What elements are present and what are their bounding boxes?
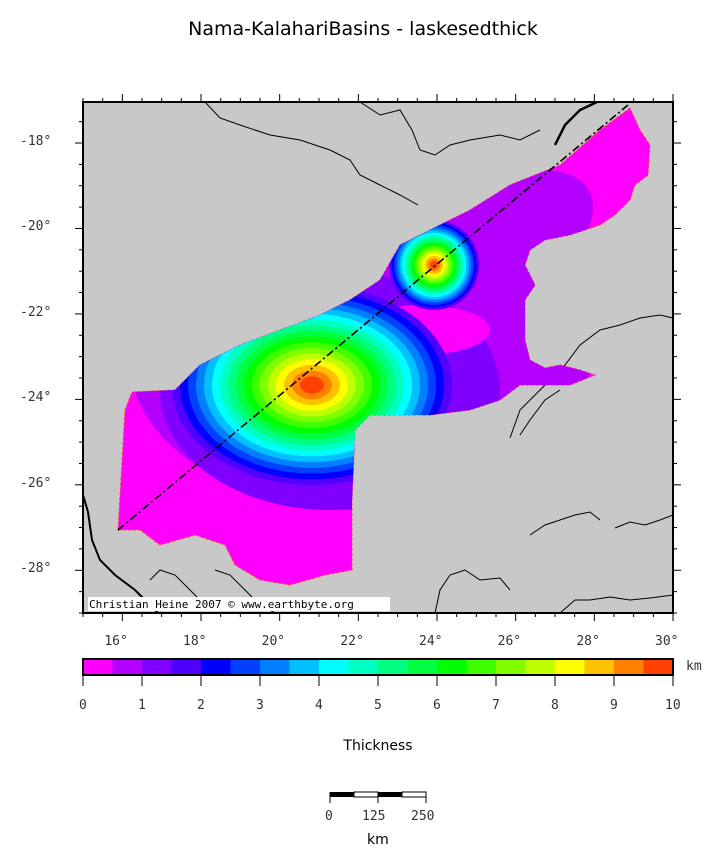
colorbar-tick-label: 4 [315, 698, 323, 713]
colorbar-label: Thickness [343, 738, 413, 754]
colorbar-swatch [614, 659, 644, 675]
colorbar-swatch [584, 659, 615, 675]
lon-label: 20° [261, 634, 286, 649]
lat-label: -26° [20, 475, 52, 491]
lon-label: 26° [497, 634, 522, 649]
axis-ticks [75, 94, 681, 621]
colorbar-swatch [319, 659, 349, 675]
colorbar-unit: km [686, 659, 702, 674]
colorbar-tick-label: 5 [374, 698, 382, 713]
scale-label-125: 125 [362, 809, 386, 824]
coastline-east [553, 102, 598, 146]
river [614, 514, 673, 529]
colorbar-swatch [171, 659, 202, 675]
colorbar-tick-label: 8 [551, 698, 559, 713]
lon-label: 28° [576, 634, 600, 649]
map-title: Nama-KalahariBasins - laskesedthick [188, 18, 538, 40]
colorbar-swatch [348, 659, 379, 675]
river [529, 511, 601, 536]
credit-text: Christian Heine 2007 © www.earthbyte.org [89, 598, 354, 611]
lat-label: -20° [20, 219, 52, 235]
thickness-contour [430, 261, 438, 269]
colorbar [82, 658, 674, 686]
colorbar-swatch [437, 659, 467, 675]
scale-label-250: 250 [411, 809, 435, 824]
scale-unit: km [367, 832, 389, 848]
colorbar-swatch [407, 659, 438, 675]
lat-label: -18° [20, 134, 52, 150]
colorbar-tick-label: 6 [433, 698, 441, 713]
lat-label: -22° [20, 304, 52, 320]
credit-box [88, 597, 390, 611]
river [519, 389, 561, 436]
colorbar-tick-label: 10 [665, 698, 681, 713]
colorbar-swatch [643, 659, 674, 675]
colorbar-tick-label: 3 [256, 698, 264, 713]
scale-bar [329, 791, 427, 803]
colorbar-swatch [378, 659, 408, 675]
colorbar-tick-label: 1 [138, 698, 146, 713]
river [509, 314, 673, 439]
colorbar-tick-label: 9 [610, 698, 618, 713]
colorbar-tick-label: 0 [79, 698, 87, 713]
lon-label: 24° [419, 634, 443, 649]
lon-label: 18° [183, 634, 207, 649]
lon-label: 30° [655, 634, 679, 649]
colorbar-swatch [260, 659, 290, 675]
colorbar-tick-label: 2 [197, 698, 205, 713]
colorbar-swatch [112, 659, 143, 675]
scale-label-0: 0 [325, 809, 333, 824]
colorbar-swatch [230, 659, 261, 675]
colorbar-swatch [555, 659, 585, 675]
lat-label: -28° [20, 561, 52, 577]
colorbar-tick-label: 7 [492, 698, 500, 713]
river [359, 102, 541, 156]
colorbar-swatch [466, 659, 497, 675]
river [149, 569, 201, 601]
colorbar-swatch [83, 659, 113, 675]
lat-label: -24° [20, 390, 52, 406]
rivers-and-borders [83, 102, 673, 613]
colorbar-swatch [142, 659, 172, 675]
river [559, 594, 673, 613]
lon-label: 22° [340, 634, 364, 649]
river [204, 102, 419, 206]
colorbar-swatch [289, 659, 320, 675]
colorbar-swatch [201, 659, 231, 675]
profile-line [117, 104, 629, 531]
lon-label: 16° [104, 634, 128, 649]
colorbar-swatch [525, 659, 556, 675]
river [434, 569, 511, 613]
thickness-contour [300, 376, 324, 394]
colorbar-swatch [496, 659, 526, 675]
